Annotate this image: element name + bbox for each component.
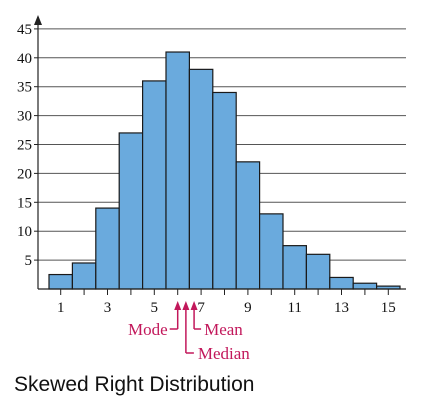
- x-tick-label: 9: [244, 300, 252, 316]
- annotation-label-mode: Mode: [128, 320, 168, 339]
- x-tick-label: 7: [197, 300, 205, 316]
- bar: [48, 273, 73, 290]
- y-tick-label: 40: [17, 51, 32, 67]
- bar: [165, 51, 190, 290]
- y-tick-labels: 5 10 15 20 25 30 35 40 45: [17, 22, 32, 269]
- bar: [188, 68, 214, 290]
- bar: [142, 80, 167, 290]
- x-tick-label: 13: [334, 300, 349, 316]
- bar: [259, 213, 284, 290]
- x-tick-labels: 1 3 5 7 9 11 13 15: [57, 300, 396, 316]
- annotation-arrow: [190, 301, 198, 310]
- bar: [95, 207, 120, 290]
- y-tick-label: 15: [17, 195, 32, 211]
- y-tick-label: 25: [17, 138, 32, 154]
- y-tick-label: 45: [17, 22, 32, 38]
- y-tick-label: 5: [25, 253, 33, 269]
- bar: [118, 132, 144, 290]
- x-tick-label: 3: [104, 300, 112, 316]
- bar: [71, 262, 97, 290]
- y-tick-label: 35: [17, 80, 32, 96]
- x-tick-label: 15: [381, 300, 396, 316]
- annotation-label-median: Median: [198, 344, 250, 363]
- chart-title: Skewed Right Distribution: [14, 373, 255, 396]
- annotations: Mode Median Mean: [128, 301, 250, 363]
- bar: [352, 282, 378, 290]
- bars: [48, 51, 401, 290]
- bar: [282, 245, 307, 290]
- x-tick-label: 5: [151, 300, 159, 316]
- x-tick-label: 1: [57, 300, 65, 316]
- x-tick-label: 11: [287, 300, 301, 316]
- axes: [34, 15, 406, 295]
- annotation-arrow: [182, 301, 190, 310]
- y-tick-label: 10: [17, 224, 32, 240]
- bar: [235, 161, 261, 290]
- annotation-arrow: [174, 301, 182, 310]
- y-axis-arrow: [34, 15, 42, 25]
- bar: [212, 91, 237, 290]
- bar: [305, 253, 331, 290]
- bar: [329, 276, 354, 290]
- annotation-label-mean: Mean: [204, 320, 243, 339]
- y-tick-label: 30: [17, 109, 32, 125]
- y-tick-label: 20: [17, 166, 32, 182]
